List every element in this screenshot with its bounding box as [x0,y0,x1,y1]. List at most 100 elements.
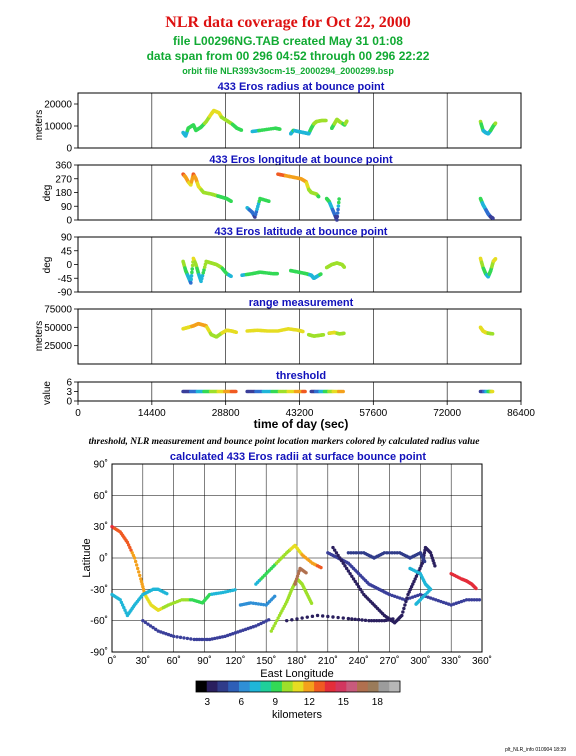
colorbar-swatch [292,681,304,692]
map-point [377,618,381,623]
map-point [419,564,423,568]
map-point [369,618,374,623]
map-point [351,577,356,581]
map-point [350,574,354,578]
map-point [202,637,207,642]
map-point [402,606,406,611]
map-point [238,629,243,633]
map-point [418,566,422,571]
data-point [201,270,206,275]
map-point [387,592,392,597]
y-tick-label: 90 [61,233,73,244]
map-point [426,595,430,599]
map-point [459,599,464,604]
map-point [432,561,436,565]
map-xtick-label: 150˚ [256,655,276,667]
range-panel: range measurement meters 25000 50000 75000 [34,297,522,365]
colorbar-frame [195,680,401,693]
map-point [138,573,142,578]
map-point [125,540,130,545]
map-point [223,634,227,639]
y-tick-label: 6 [66,378,72,389]
panel-title: 433 Eros radius at bounce point [218,81,385,93]
map-point [353,617,357,621]
map-point [119,600,124,605]
map-point [143,620,148,625]
map-point [122,605,126,610]
colorbar-swatch [238,681,251,692]
map-point [296,571,301,576]
map-xtick-label: 30˚ [136,655,150,667]
map-point [243,627,248,632]
map-point [414,602,418,606]
map-point [449,603,453,607]
footer-stamp: plt_NLR_info 010904 18:39 [505,747,566,753]
map-point [156,629,160,633]
map-point [407,590,411,594]
y-tick-label: 0 [66,397,72,408]
map-point [331,545,335,550]
map-point [159,630,163,634]
colorbar-swatch [367,681,379,692]
map-point [225,633,230,638]
map-xtick-label: 300˚ [410,655,430,667]
map-point [137,570,141,574]
map-point [390,551,394,555]
latitude-panel: 433 Eros latitude at bounce point deg -9… [42,226,522,299]
map-point [275,618,279,623]
map-point [398,596,402,600]
time-tick-label: 72000 [433,408,461,419]
time-axis: time of day (sec) 0 14400 28800 43200 57600 7… [75,401,535,431]
map-point [161,631,166,635]
map-point [294,579,298,584]
map-point [341,616,345,620]
map-ytick-label: -60˚ [90,615,108,627]
y-tick-label: 0 [66,260,72,271]
map-point [251,625,256,629]
radius-panel: 433 Eros radius at bounce point meters 0… [34,81,522,155]
map-point [434,598,438,602]
map-point [126,543,131,547]
y-tick-label: 0 [66,144,72,155]
data-point [190,263,195,268]
map-point [341,561,345,565]
data-point [189,277,193,282]
map-point [356,551,361,555]
data-point [190,267,195,271]
map-title: calculated 433 Eros radii at surface bou… [170,451,426,463]
map-point [413,577,417,581]
time-tick-label: 57600 [359,408,387,419]
map-point [293,582,297,586]
map-point [457,600,461,605]
map-xtick-label: 120˚ [225,655,245,667]
y-tick-label: 10000 [44,122,72,133]
data-point [324,118,328,123]
file-info-line: file L00296NG.TAB created May 31 01:08 [173,34,403,48]
longitude-panel: 433 Eros longitude at bounce point deg 0… [42,154,522,227]
data-point [229,274,233,279]
colorbar-swatch [314,681,326,692]
map-point [213,636,217,641]
colorbar-swatch [378,681,390,692]
map-point [151,625,155,630]
map-xtick-label: 0˚ [108,655,117,667]
panel-title: 433 Eros longitude at bounce point [209,154,393,166]
data-point [190,270,194,275]
map-ytick-label: 90˚ [94,459,108,471]
map-point [261,620,266,624]
map-point [390,593,394,598]
map-point [200,637,204,642]
map-point [132,556,137,560]
map-point [462,598,466,603]
data-point [267,199,271,204]
colorbar-swatch [335,681,347,692]
map-point [332,548,337,552]
colorbar-swatch [249,681,261,692]
panel-title: threshold [276,370,326,382]
y-tick-label: 50000 [44,323,72,334]
map-point [422,559,427,564]
data-point [234,330,239,335]
map-point [220,635,225,639]
map-point [141,585,145,589]
data-point [336,200,341,205]
